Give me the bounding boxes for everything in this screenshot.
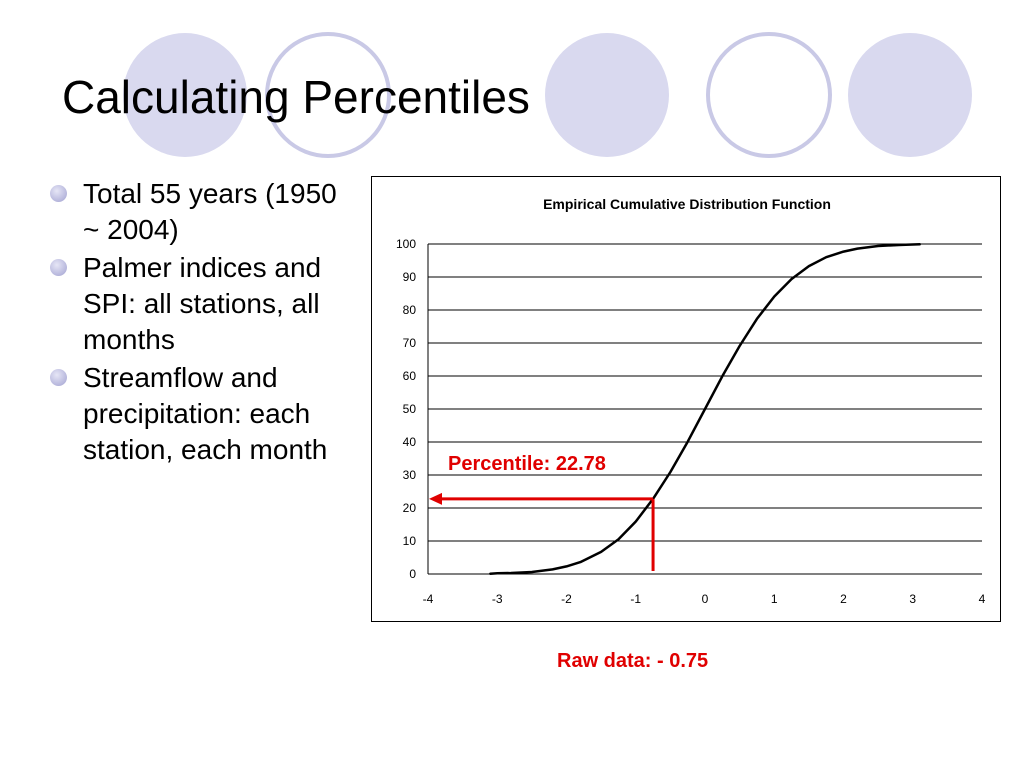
bullet-text: Streamflow and precipitation: each stati…: [83, 362, 328, 465]
data-point: [877, 245, 879, 247]
data-point: [756, 318, 758, 320]
x-tick-label: 2: [840, 592, 847, 606]
data-point: [496, 572, 499, 575]
slide-title: Calculating Percentiles: [62, 71, 530, 123]
data-point: [918, 243, 921, 246]
data-point: [489, 572, 492, 575]
grid-lines: [427, 243, 982, 575]
data-point: [825, 256, 827, 258]
x-tick-label: 0: [702, 592, 709, 606]
data-point: [531, 571, 533, 573]
bullet-text: Total 55 years (1950 ~ 2004): [83, 178, 337, 245]
deco-circle: [123, 33, 247, 157]
x-tick-label: -1: [630, 592, 641, 606]
y-tick-label: 90: [403, 270, 417, 284]
x-tick-label: 1: [771, 592, 778, 606]
data-point: [842, 250, 845, 253]
data-point: [617, 538, 620, 541]
data-point: [686, 440, 689, 443]
decorative-circles: [123, 32, 972, 158]
bullet-item: Palmer indices and SPI: all stations, al…: [48, 250, 338, 358]
y-tick-label: 70: [403, 336, 417, 350]
chart-frame: Empirical Cumulative Distribution Functi…: [371, 176, 1001, 622]
data-point: [790, 278, 793, 280]
x-axis-ticks: -4 -3 -2 -1 0 1 2 3 4: [423, 592, 986, 606]
y-tick-label: 20: [403, 501, 417, 515]
bullet-icon: [50, 259, 67, 276]
data-point: [510, 572, 512, 574]
series-line: [489, 243, 921, 575]
y-tick-label: 100: [396, 237, 416, 251]
y-tick-label: 30: [403, 468, 417, 482]
arrow-head: [429, 492, 442, 505]
bullet-text: Palmer indices and SPI: all stations, al…: [83, 252, 322, 355]
percentile-label: Percentile: 22.78: [448, 453, 606, 475]
raw-data-label: Raw data: - 0.75: [557, 650, 709, 672]
bullet-list: Total 55 years (1950 ~ 2004) Palmer indi…: [48, 176, 338, 470]
bullet-icon: [50, 369, 67, 386]
data-point: [721, 375, 724, 378]
data-point: [898, 244, 900, 246]
data-point: [579, 561, 582, 563]
deco-circle: [848, 33, 972, 157]
data-point: [551, 568, 554, 571]
x-tick-label: 3: [909, 592, 916, 606]
chart-title: Empirical Cumulative Distribution Functi…: [543, 196, 831, 212]
x-tick-label: -3: [492, 592, 503, 606]
bullet-icon: [50, 185, 67, 202]
data-point: [565, 565, 568, 568]
y-tick-label: 0: [409, 567, 416, 581]
data-point: [669, 471, 672, 473]
y-tick-label: 10: [403, 534, 417, 548]
annotation-layer: Percentile: 22.78: [429, 453, 655, 571]
bullet-item: Streamflow and precipitation: each stati…: [48, 360, 338, 468]
y-axis-ticks: 0 10 20 30 40 50 60 70 80 90 100: [396, 237, 416, 581]
y-tick-label: 40: [403, 435, 417, 449]
bullet-item: Total 55 years (1950 ~ 2004): [48, 176, 338, 248]
deco-circle: [706, 32, 832, 158]
deco-circle: [545, 33, 669, 157]
data-point: [634, 520, 637, 523]
y-tick-label: 80: [403, 303, 417, 317]
data-point: [856, 247, 859, 250]
data-point: [738, 345, 741, 347]
y-tick-label: 50: [403, 402, 417, 416]
x-tick-label: -4: [423, 592, 434, 606]
ecdf-chart: Empirical Cumulative Distribution Functi…: [396, 196, 986, 606]
data-point: [773, 295, 776, 298]
data-point: [808, 265, 810, 267]
x-tick-label: 4: [979, 592, 986, 606]
data-point: [600, 551, 602, 553]
x-tick-label: -2: [561, 592, 572, 606]
y-tick-label: 60: [403, 369, 417, 383]
deco-circle: [265, 32, 391, 158]
data-point: [704, 408, 706, 410]
